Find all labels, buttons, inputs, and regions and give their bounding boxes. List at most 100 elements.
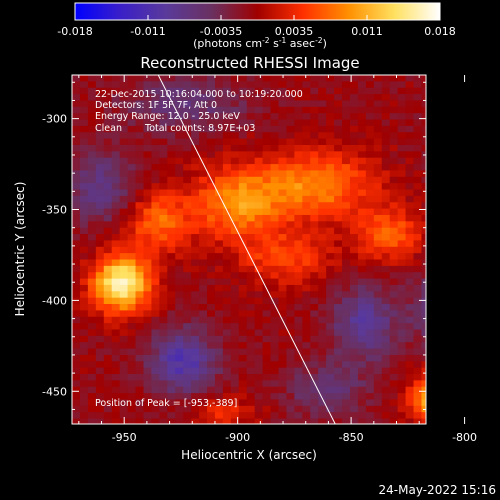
heatmap-cell — [349, 272, 359, 279]
heatmap-cell — [183, 284, 192, 292]
heatmap-cell — [87, 246, 97, 254]
heatmap-cell — [72, 323, 81, 330]
heatmap-cell — [365, 227, 375, 235]
heatmap-cell — [159, 170, 168, 178]
heatmap-cell — [103, 291, 113, 299]
heatmap-cell — [119, 157, 128, 165]
heatmap-cell — [79, 138, 89, 146]
heatmap-cell — [310, 138, 319, 146]
heatmap-cell — [167, 75, 176, 82]
heatmap-cell — [262, 144, 271, 152]
heatmap-cell — [397, 329, 406, 337]
heatmap-cell — [111, 259, 121, 267]
heatmap-cell — [421, 399, 426, 407]
heatmap-cell — [357, 94, 367, 101]
heatmap-cell — [95, 399, 105, 407]
heatmap-cell — [342, 125, 351, 133]
heatmap-cell — [342, 94, 351, 101]
heatmap-cell — [159, 221, 168, 229]
heatmap-cell — [127, 259, 136, 267]
heatmap-cell — [278, 297, 287, 305]
heatmap-cell — [318, 354, 327, 362]
heatmap-cell — [159, 119, 168, 127]
heatmap-cell — [175, 399, 184, 407]
heatmap-cell — [381, 418, 391, 424]
heatmap-cell — [389, 151, 399, 159]
heatmap-cell — [159, 425, 167, 432]
heatmap-cell — [79, 195, 89, 203]
heatmap-cell — [334, 132, 343, 140]
heatmap-cell — [103, 221, 113, 229]
heatmap-cell — [429, 215, 437, 222]
heatmap-cell — [334, 310, 343, 318]
heatmap-cell — [103, 208, 113, 216]
heatmap-cell — [349, 374, 359, 381]
heatmap-cell — [95, 361, 105, 369]
heatmap-cell — [111, 132, 121, 140]
heatmap-cell — [294, 214, 303, 222]
heatmap-cell — [79, 94, 89, 101]
heatmap-cell — [342, 246, 351, 254]
heatmap-cell — [365, 81, 375, 89]
heatmap-cell — [326, 316, 335, 324]
heatmap-cell — [238, 291, 248, 299]
heatmap-cell — [326, 291, 335, 299]
heatmap-cell — [278, 100, 287, 108]
heatmap-cell — [143, 253, 152, 260]
heatmap-cell — [389, 240, 399, 248]
heatmap-cell — [318, 221, 327, 229]
heatmap-cell — [230, 208, 240, 216]
heatmap-cell — [286, 380, 295, 388]
heatmap-cell — [167, 189, 176, 197]
heatmap-cell — [365, 297, 375, 305]
heatmap-cell — [326, 278, 335, 286]
heatmap-cell — [135, 259, 144, 267]
heatmap-cell — [214, 310, 224, 318]
heatmap-cell — [413, 342, 422, 349]
heatmap-cell — [294, 272, 303, 279]
heatmap-cell — [111, 157, 121, 165]
heatmap-cell — [151, 412, 160, 419]
heatmap-cell — [246, 81, 256, 89]
heatmap-cell — [207, 335, 216, 343]
heatmap-cell — [405, 138, 414, 146]
heatmap-cell — [95, 132, 105, 140]
heatmap-cell — [151, 386, 160, 394]
heatmap-cell — [270, 380, 279, 388]
heatmap-cell — [286, 265, 295, 273]
heatmap-cell — [318, 297, 327, 305]
heatmap-cell — [151, 176, 160, 184]
heatmap-cell — [95, 291, 105, 299]
heatmap-cell — [127, 329, 136, 337]
heatmap-cell — [135, 144, 144, 152]
heatmap-cell — [421, 113, 426, 120]
heatmap-cell — [294, 354, 303, 362]
heatmap-cell — [199, 87, 208, 95]
heatmap-cell — [310, 189, 319, 197]
heatmap-cell — [310, 399, 319, 407]
heatmap-cell — [135, 253, 144, 260]
heatmap-cell — [183, 348, 192, 356]
heatmap-cell — [397, 208, 406, 216]
heatmap-cell — [199, 113, 208, 120]
heatmap-cell — [167, 132, 176, 140]
heatmap-cell — [246, 405, 256, 413]
heatmap-cell — [270, 227, 279, 235]
heatmap-cell — [405, 278, 414, 286]
heatmap-cell — [143, 94, 152, 101]
heatmap-cell — [270, 234, 279, 241]
heatmap-cell — [326, 119, 335, 127]
heatmap-cell — [310, 202, 319, 210]
heatmap-cell — [349, 100, 359, 108]
heatmap-cell — [262, 208, 271, 216]
heatmap-cell — [278, 195, 287, 203]
heatmap-cell — [159, 183, 168, 190]
heatmap-cell — [405, 246, 414, 254]
heatmap-cell — [381, 151, 391, 159]
heatmap-cell — [246, 342, 256, 349]
heatmap-cell — [199, 132, 208, 140]
heatmap-cell — [159, 125, 168, 133]
heatmap-cell — [365, 132, 375, 140]
heatmap-cell — [254, 393, 264, 400]
heatmap-cell — [278, 272, 287, 279]
